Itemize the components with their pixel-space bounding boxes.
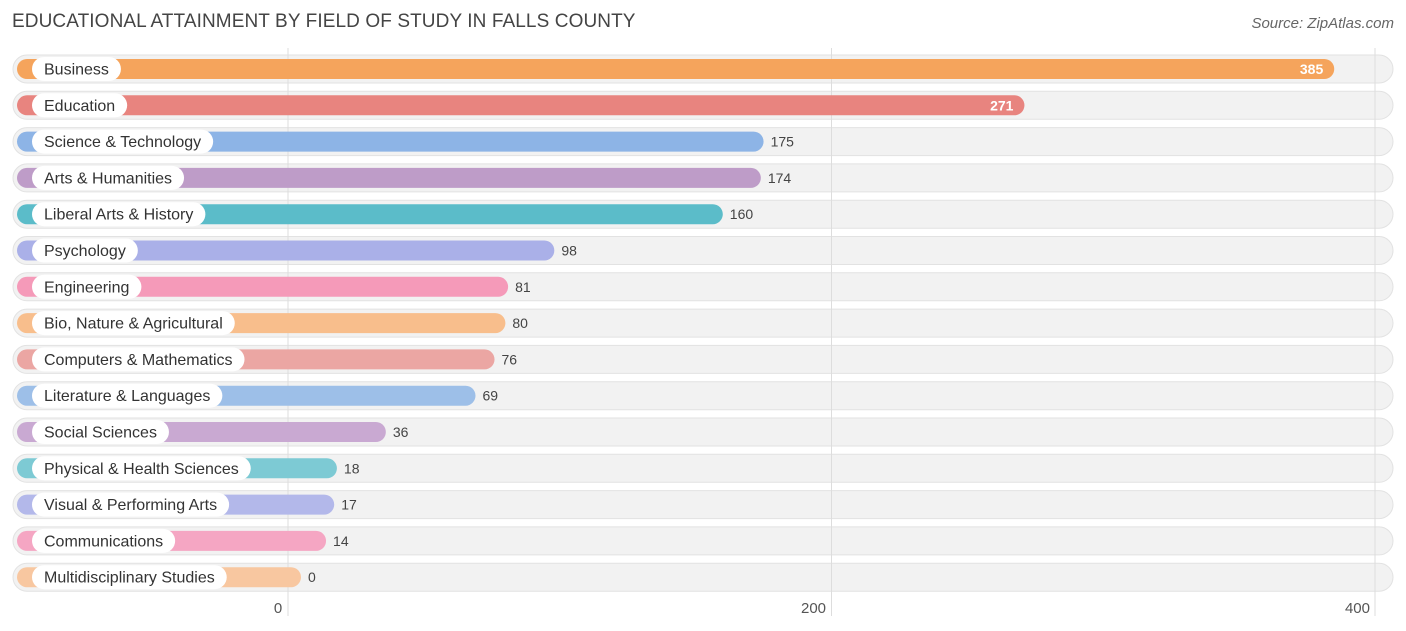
category-label-pill	[32, 57, 121, 81]
value-label: 0	[308, 569, 316, 585]
bars: Business 385 Education 271 Science & Technol…	[17, 57, 1335, 590]
chart-title: EDUCATIONAL ATTAINMENT BY FIELD OF STUDY…	[12, 11, 636, 32]
category-label-pill	[32, 492, 230, 517]
category-label-pill	[32, 93, 128, 118]
value-label: 98	[561, 243, 577, 259]
category-label-pill	[32, 383, 223, 408]
category-label: Psychology	[44, 243, 126, 260]
value-label: 14	[333, 533, 349, 549]
value-label: 271	[990, 97, 1014, 113]
value-label: 175	[771, 134, 795, 150]
category-label: Computers & Mathematics	[44, 352, 233, 369]
value-label: 80	[512, 315, 528, 331]
category-label-pill	[32, 456, 251, 481]
category-label: Multidisciplinary Studies	[44, 570, 215, 587]
category-label-pill	[32, 528, 176, 553]
category-label: Physical & Health Sciences	[44, 461, 239, 478]
value-label: 36	[393, 424, 409, 440]
bar	[17, 240, 555, 261]
category-label: Science & Technology	[44, 134, 201, 151]
bar	[17, 167, 761, 188]
row-track	[12, 490, 1394, 520]
value-label: 174	[768, 170, 792, 186]
value-label: 76	[502, 351, 518, 367]
x-tick-label: 200	[801, 600, 826, 617]
category-label: Visual & Performing Arts	[44, 497, 217, 514]
x-tick-label: 0	[274, 600, 282, 617]
category-label-pill	[32, 565, 227, 590]
row-track	[12, 562, 1394, 592]
x-axis-ticks: 0 200 400	[274, 600, 1370, 617]
value-label: 81	[515, 279, 531, 295]
category-label-pill	[32, 420, 169, 444]
category-label-pill	[32, 129, 214, 154]
x-tick-label: 400	[1345, 600, 1370, 617]
category-label-pill	[32, 311, 235, 336]
chart-source: Source: ZipAtlas.com	[1251, 15, 1394, 32]
category-label-pill	[32, 274, 142, 299]
category-label: Literature & Languages	[44, 388, 210, 405]
category-label: Education	[44, 98, 115, 115]
category-label-pill	[32, 165, 185, 190]
value-label: 385	[1300, 61, 1324, 77]
category-label-pill	[32, 202, 206, 227]
category-label: Bio, Nature & Agricultural	[44, 316, 223, 333]
category-label: Engineering	[44, 279, 129, 296]
bar	[17, 59, 1335, 79]
category-label: Arts & Humanities	[44, 170, 172, 187]
category-label-pill	[32, 238, 138, 263]
row-track	[12, 453, 1394, 483]
value-label: 17	[341, 497, 357, 513]
bar	[17, 95, 1025, 116]
row-track	[12, 526, 1394, 556]
category-label: Liberal Arts & History	[44, 207, 193, 224]
value-label: 18	[344, 460, 360, 476]
value-label: 69	[483, 388, 499, 404]
category-label: Social Sciences	[44, 425, 157, 442]
category-label: Communications	[44, 533, 163, 550]
category-label: Business	[44, 62, 109, 79]
value-label: 160	[730, 206, 754, 222]
category-label-pill	[32, 347, 245, 372]
